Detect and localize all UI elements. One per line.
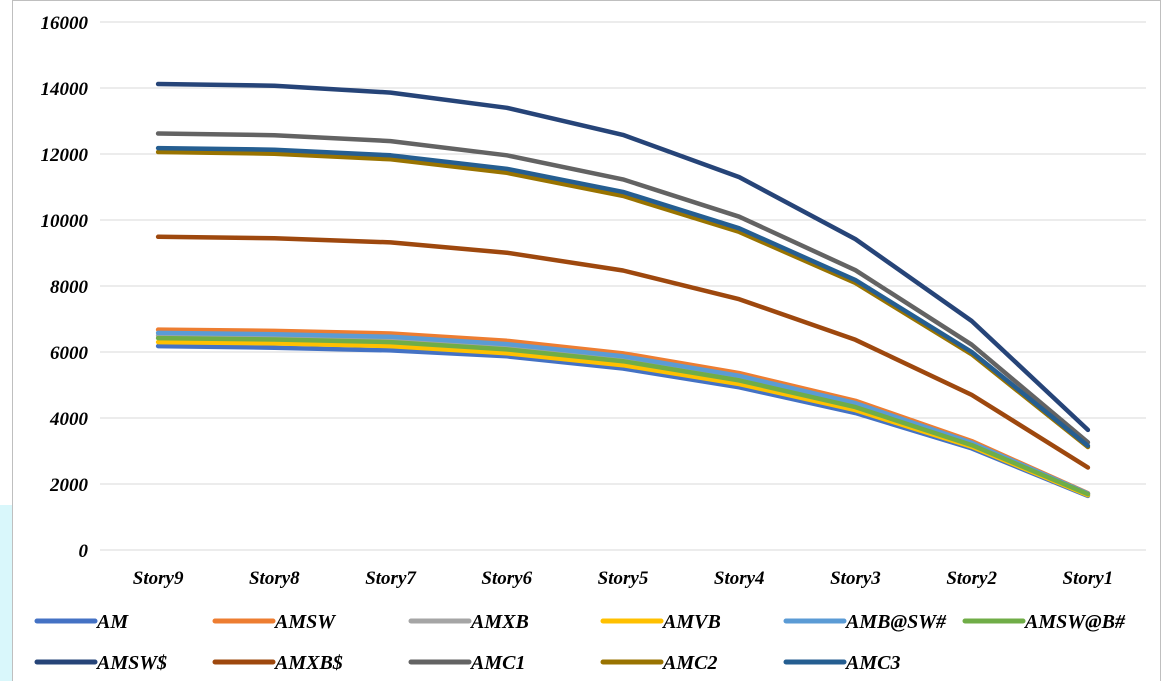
series-line-amc3 [155, 145, 1091, 448]
legend-item: AMVB [600, 611, 721, 633]
y-tick-label: 2000 [49, 475, 89, 496]
x-tick-label: Story5 [598, 568, 649, 589]
x-tick-label: Story3 [830, 568, 881, 589]
legend-item: AMSW@B# [962, 611, 1126, 633]
legend-label: AMXB$ [273, 652, 343, 674]
y-tick-label: 0 [79, 541, 89, 562]
y-tick-label: 6000 [50, 343, 89, 364]
x-tick-label: Story1 [1063, 568, 1114, 589]
x-tick-label: Story4 [714, 568, 765, 589]
legend-item: AMXB$ [212, 652, 343, 674]
series-line-amc1 [155, 131, 1091, 445]
series-line-amc2 [155, 149, 1091, 450]
series-line-amsw- [155, 81, 1091, 433]
line-chart: 0 2000 4000 6000 8000 10000 12000 14000 16000 St… [34, 13, 1146, 674]
x-tick-label: Story2 [946, 568, 997, 589]
x-tick-label: Story7 [365, 568, 417, 589]
x-axis-tick-labels: Story9 Story8 Story7 Story6 Story5 Story4 Stor… [133, 568, 1113, 589]
legend-item: AMC2 [600, 652, 717, 674]
left-edge-strip [0, 505, 12, 681]
legend-label: AMVB [661, 611, 721, 633]
chart-area: 0 2000 4000 6000 8000 10000 12000 14000 16000 St… [12, 0, 1161, 681]
legend: AM AMSW AMXB AMVB AMB@SW# AMSW@B# AMSW$ AMXB$ AM… [34, 611, 1126, 674]
legend-item: AM [34, 611, 129, 633]
x-tick-label: Story6 [481, 568, 532, 589]
y-tick-label: 14000 [41, 79, 89, 100]
legend-label: AMC3 [844, 652, 900, 674]
series-line-amvb [155, 339, 1091, 498]
legend-label: AMB@SW# [844, 611, 947, 633]
y-tick-label: 10000 [41, 211, 89, 232]
legend-item: AMXB [408, 611, 529, 633]
legend-label: AMXB [469, 611, 529, 633]
legend-label: AMSW@B# [1023, 611, 1126, 633]
x-tick-label: Story9 [133, 568, 184, 589]
legend-label: AMC1 [469, 652, 525, 674]
legend-label: AMSW [273, 611, 336, 633]
x-tick-label: Story8 [249, 568, 300, 589]
legend-item: AMB@SW# [783, 611, 947, 633]
legend-item: AMC3 [783, 652, 900, 674]
y-tick-label: 4000 [49, 409, 89, 430]
legend-label: AM [95, 611, 129, 633]
series-line-amxb- [155, 234, 1091, 470]
legend-item: AMC1 [408, 652, 525, 674]
series-line-amb-sw- [155, 330, 1091, 496]
legend-label: AMSW$ [95, 652, 167, 674]
y-axis-tick-labels: 0 2000 4000 6000 8000 10000 12000 14000 16000 [41, 13, 89, 562]
y-tick-label: 12000 [41, 145, 89, 166]
gridlines [100, 21, 1146, 551]
y-tick-label: 8000 [50, 277, 89, 298]
legend-item: AMSW [212, 611, 336, 633]
series-lines [155, 81, 1091, 499]
series-line-amsw-b- [155, 335, 1091, 497]
series-line-am [155, 343, 1091, 499]
y-tick-label: 16000 [41, 13, 89, 34]
legend-label: AMC2 [661, 652, 717, 674]
legend-item: AMSW$ [34, 652, 167, 674]
